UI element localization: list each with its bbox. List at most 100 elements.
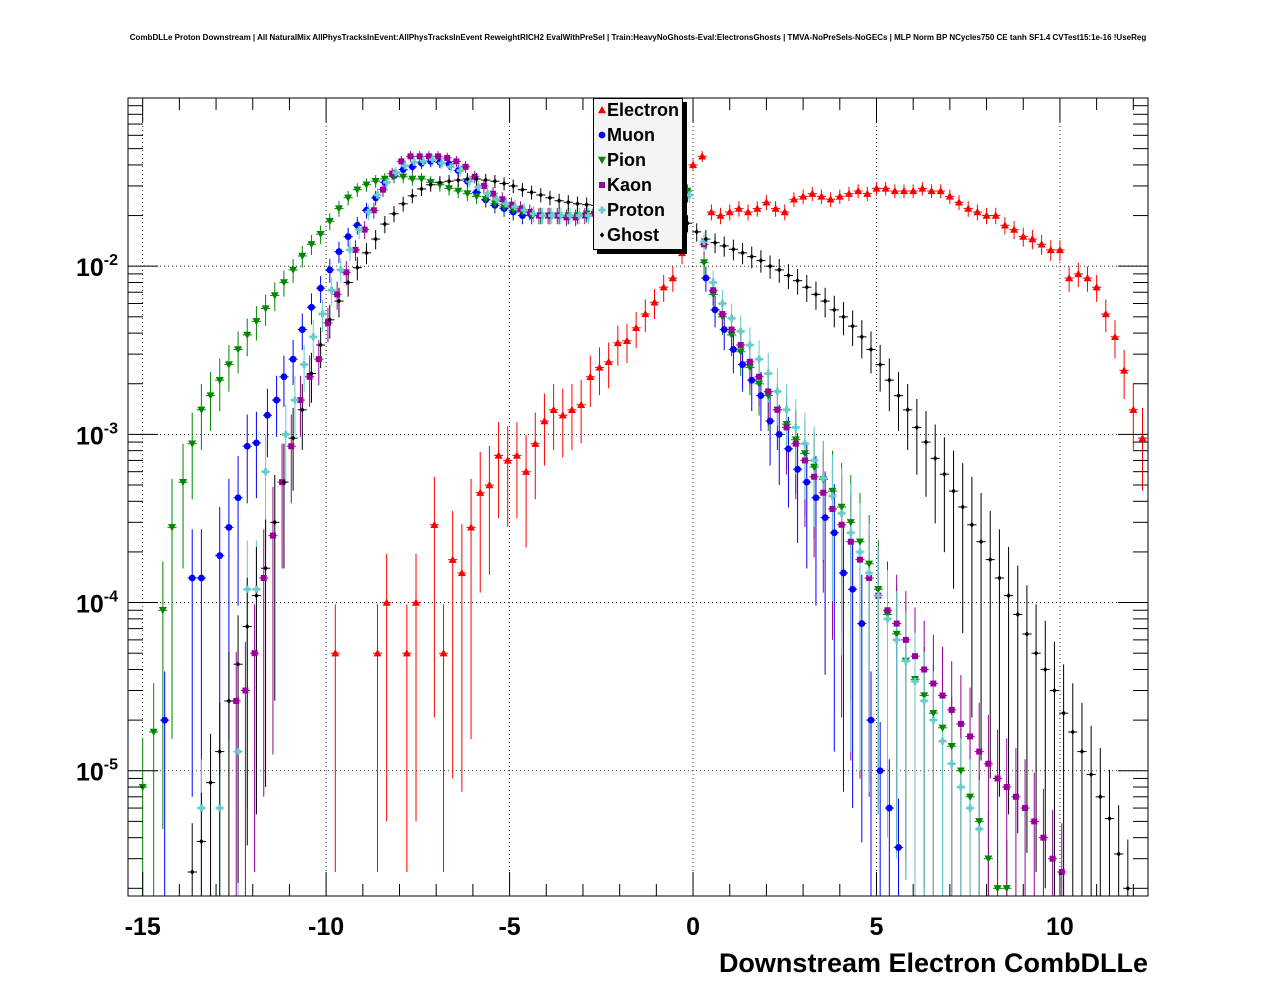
point-ghost bbox=[740, 250, 745, 256]
point-muon bbox=[729, 346, 737, 353]
point-ghost bbox=[190, 869, 195, 875]
point-electron bbox=[1010, 225, 1019, 233]
point-kaon bbox=[902, 636, 909, 643]
y-tick-label: 10-2 bbox=[76, 252, 118, 282]
point-ghost bbox=[777, 267, 782, 273]
point-ghost bbox=[465, 176, 470, 182]
point-proton bbox=[318, 310, 327, 318]
point-muon bbox=[188, 574, 196, 582]
point-ghost bbox=[988, 556, 993, 563]
point-proton bbox=[456, 167, 464, 175]
point-muon bbox=[308, 303, 315, 311]
y-tick-label: 10-3 bbox=[76, 420, 118, 450]
point-electron bbox=[780, 207, 789, 216]
point-kaon bbox=[792, 440, 799, 447]
legend-symbol-pion bbox=[598, 156, 606, 164]
point-ghost bbox=[978, 538, 984, 545]
point-proton bbox=[493, 195, 501, 203]
point-kaon bbox=[499, 196, 506, 203]
y-tick-labels: 10-5 10-4 10-3 10-2 bbox=[76, 252, 118, 787]
point-electron bbox=[734, 204, 743, 212]
point-proton bbox=[261, 468, 270, 476]
point-kaon bbox=[967, 733, 974, 740]
point-ghost bbox=[492, 178, 498, 185]
point-ghost bbox=[235, 661, 241, 668]
point-proton bbox=[243, 585, 251, 593]
point-ghost bbox=[575, 200, 580, 207]
point-pion bbox=[947, 742, 956, 751]
point-kaon bbox=[801, 457, 808, 464]
point-muon bbox=[197, 574, 205, 582]
point-ghost bbox=[400, 200, 406, 207]
point-electron bbox=[872, 184, 881, 192]
point-proton bbox=[474, 183, 482, 191]
point-electron bbox=[753, 204, 762, 212]
point-kaon bbox=[957, 720, 964, 727]
point-ghost bbox=[281, 479, 287, 485]
point-electron bbox=[678, 248, 687, 257]
point-proton bbox=[792, 423, 800, 432]
point-proton bbox=[483, 190, 492, 198]
point-proton bbox=[216, 804, 224, 812]
point-ghost bbox=[850, 323, 855, 329]
point-kaon bbox=[1040, 834, 1047, 841]
point-kaon bbox=[866, 574, 873, 581]
point-proton bbox=[746, 341, 754, 349]
point-kaon bbox=[526, 208, 533, 215]
point-electron bbox=[494, 451, 503, 459]
y-tick-label: 10-5 bbox=[76, 757, 118, 787]
point-pion bbox=[472, 193, 481, 201]
point-electron bbox=[650, 298, 659, 306]
legend-symbol-muon bbox=[598, 131, 606, 139]
point-proton bbox=[856, 548, 864, 556]
point-ghost bbox=[1015, 611, 1020, 618]
point-proton bbox=[197, 804, 205, 812]
point-muon bbox=[812, 494, 820, 502]
point-electron bbox=[1138, 434, 1147, 442]
point-kaon bbox=[462, 163, 469, 170]
point-electron bbox=[1046, 245, 1055, 254]
point-kaon bbox=[737, 341, 744, 348]
point-electron bbox=[973, 207, 982, 216]
point-pion bbox=[745, 364, 754, 372]
point-kaon bbox=[563, 214, 570, 221]
legend-symbol-kaon bbox=[599, 182, 605, 188]
point-pion bbox=[463, 190, 472, 198]
point-ghost bbox=[767, 263, 773, 269]
point-kaon bbox=[398, 158, 405, 165]
point-pion bbox=[325, 218, 334, 226]
point-electron bbox=[448, 555, 457, 563]
point-kaon bbox=[315, 356, 322, 363]
point-proton bbox=[810, 456, 818, 465]
point-electron bbox=[1129, 405, 1138, 413]
point-kaon bbox=[930, 680, 937, 687]
point-proton bbox=[911, 677, 919, 685]
point-electron bbox=[659, 283, 668, 291]
point-kaon bbox=[811, 473, 818, 480]
point-electron bbox=[558, 411, 567, 419]
point-pion bbox=[149, 728, 158, 736]
point-ghost bbox=[336, 298, 342, 304]
point-ghost bbox=[245, 623, 250, 630]
point-ghost bbox=[694, 229, 699, 235]
point-ghost bbox=[685, 220, 690, 227]
point-electron bbox=[881, 184, 890, 192]
point-pion bbox=[481, 196, 490, 204]
point-kaon bbox=[480, 182, 487, 189]
point-ghost bbox=[786, 272, 791, 279]
point-pion bbox=[206, 392, 215, 400]
point-ghost bbox=[1125, 885, 1131, 892]
point-ghost bbox=[373, 236, 378, 242]
point-proton bbox=[874, 591, 882, 600]
point-ghost bbox=[1061, 710, 1066, 716]
point-ghost bbox=[1043, 666, 1048, 673]
point-proton bbox=[234, 747, 242, 756]
point-pion bbox=[252, 318, 261, 326]
point-muon bbox=[821, 514, 829, 522]
point-kaon bbox=[884, 607, 891, 614]
point-pion bbox=[158, 607, 167, 615]
point-muon bbox=[876, 767, 884, 775]
point-electron bbox=[1110, 332, 1119, 341]
point-electron bbox=[467, 523, 476, 531]
point-muon bbox=[344, 233, 352, 240]
